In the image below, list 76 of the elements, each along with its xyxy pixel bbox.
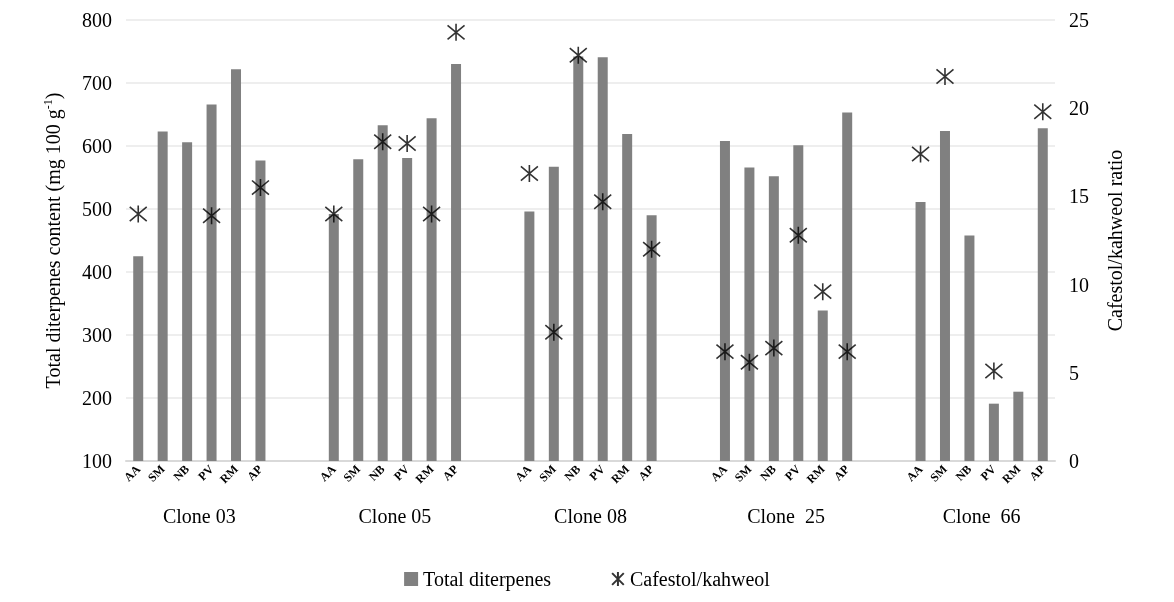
y2-tick-label: 5: [1069, 361, 1079, 384]
x-tick-label: RM: [803, 462, 828, 487]
x-tick-label: PV: [195, 461, 217, 484]
point: [202, 206, 221, 226]
text: Clone 08: [554, 505, 627, 527]
y-tick-label: 200: [82, 387, 112, 409]
point: [740, 352, 759, 372]
text: Clone 05: [358, 505, 432, 527]
point: [935, 67, 955, 86]
x-tick-label: AA: [316, 461, 339, 485]
x-tick-label: AP: [244, 462, 266, 484]
x-tick-label: AA: [121, 461, 144, 485]
x-tick-label: NB: [561, 462, 584, 484]
y-tick-label: 800: [82, 9, 112, 31]
y-tick-label: 500: [82, 198, 112, 220]
x-tick-label: SM: [731, 462, 755, 485]
y-tick-label: 300: [82, 324, 112, 346]
point: [397, 134, 417, 153]
point: [642, 240, 661, 259]
y2-tick-label: 0: [1069, 450, 1079, 472]
x-tick-label: AP: [635, 462, 657, 484]
x-tick-label: RM: [999, 462, 1024, 487]
y2-axis-title: Cafestol/kahweol ratio: [1104, 149, 1126, 332]
text: Clone 66: [942, 505, 1021, 527]
point: [520, 164, 539, 183]
point: [813, 282, 833, 301]
x-tick-label: PV: [390, 461, 413, 484]
x-tick-label: NB: [365, 462, 388, 484]
y-tick-label: 600: [82, 135, 112, 157]
text: Clone 03: [162, 505, 236, 527]
x-tick-label: PV: [586, 461, 608, 484]
point: [1033, 102, 1053, 122]
x-tick-label: PV: [782, 461, 804, 484]
point: [837, 342, 857, 361]
text: Clone 25: [747, 505, 825, 527]
point: [446, 23, 466, 42]
x-tick-label: AA: [512, 461, 535, 485]
point: [544, 322, 564, 342]
point: [422, 204, 441, 224]
y2-tick-label: 25: [1069, 9, 1089, 31]
x-tick-label: PV: [977, 461, 1000, 484]
y-tick-label: 400: [82, 261, 112, 283]
x-tick-label: AA: [707, 461, 731, 485]
x-tick-label: AA: [903, 461, 926, 485]
y2-tick-label: 15: [1069, 185, 1089, 208]
x-tick-label: NB: [952, 462, 975, 484]
x-tick-label: SM: [340, 462, 364, 485]
point: [715, 342, 735, 361]
point: [911, 144, 930, 164]
x-tick-label: SM: [536, 462, 559, 485]
y-tick-label: 100: [82, 450, 112, 472]
y-axis-title: Total diterpenes content (mg 100 g-1): [41, 92, 65, 389]
y-tick-label: 700: [82, 72, 112, 94]
x-tick-label: AP: [439, 462, 461, 484]
point: [251, 178, 270, 197]
point: [593, 192, 613, 211]
point: [568, 45, 588, 65]
point: [324, 204, 344, 224]
x-tick-label: RM: [412, 462, 437, 487]
point: [984, 361, 1004, 381]
x-tick-label: NB: [757, 462, 779, 484]
x-tick-label: SM: [927, 462, 950, 485]
point: [373, 132, 392, 152]
point: [789, 225, 808, 245]
point: [128, 204, 148, 224]
point: [764, 338, 784, 358]
y2-tick-label: 20: [1069, 97, 1089, 120]
legend-label: Total diterpenes: [423, 568, 552, 591]
x-tick-label: RM: [608, 462, 633, 487]
legend-label: Cafestol/kahweol: [629, 568, 771, 590]
x-tick-label: NB: [170, 462, 193, 484]
x-tick-label: AP: [1026, 462, 1048, 484]
x-tick-label: RM: [216, 462, 241, 487]
x-tick-label: AP: [830, 462, 853, 484]
x-tick-label: SM: [145, 462, 168, 485]
y2-tick-label: 10: [1069, 273, 1089, 296]
